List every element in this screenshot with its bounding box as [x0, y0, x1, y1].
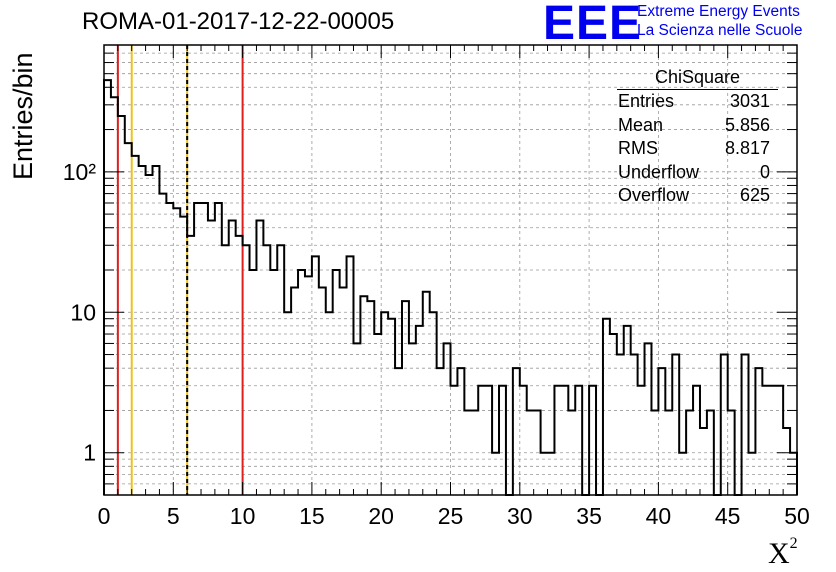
x-tick-label: 0 — [98, 503, 111, 529]
stats-label: Overflow — [618, 185, 690, 205]
stats-title: ChiSquare — [617, 66, 778, 90]
eee-logo: EEE — [543, 0, 643, 50]
x-tick-label: 30 — [507, 503, 533, 529]
stats-value: 0 — [759, 161, 770, 182]
stats-value: 625 — [739, 185, 770, 205]
axis-ticks: 0 5 10 15 20 25 30 35 40 45 50 1 10 10² — [63, 45, 810, 529]
logo-line-1: Extreme Energy Events — [637, 3, 800, 20]
stats-row-rms: RMS 8.817 — [611, 137, 778, 161]
x-tick-label: 20 — [368, 503, 394, 529]
stats-value: 5.856 — [724, 114, 770, 135]
logo-caption: Extreme Energy Events La Scienza nelle S… — [637, 2, 802, 40]
stats-value: 3031 — [729, 91, 770, 111]
chart-title: ROMA-01-2017-12-22-00005 — [82, 8, 395, 35]
x-tick-label: 45 — [715, 503, 741, 529]
y-tick-label: 10² — [63, 159, 97, 185]
stats-value: 8.817 — [724, 138, 770, 158]
reference-lines — [116, 45, 244, 495]
x-tick-label: 10 — [230, 503, 256, 529]
stats-row-mean: Mean 5.856 — [611, 114, 778, 138]
x-tick-label: 15 — [299, 503, 325, 529]
grid-lines — [104, 45, 797, 495]
y-tick-label: 10 — [70, 299, 96, 325]
x-tick-label: 5 — [167, 503, 180, 529]
x-tick-label: 40 — [646, 503, 672, 529]
x-tick-label: 35 — [576, 503, 602, 529]
stats-row-underflow: Underflow 0 — [611, 161, 778, 185]
stats-label: Mean — [618, 114, 664, 135]
histogram-line — [103, 79, 798, 496]
stats-box: ChiSquare Entries 3031 Mean 5.856 RMS 8.817… — [611, 66, 778, 208]
y-axis-label: Entries/bin — [8, 52, 38, 180]
histogram — [103, 79, 798, 496]
y-tick-label: 1 — [83, 440, 96, 466]
stats-label: RMS — [618, 138, 658, 158]
stats-row-overflow: Overflow 625 — [611, 184, 778, 208]
stats-row-entries: Entries 3031 — [611, 90, 778, 114]
logo-line-2: La Scienza nelle Scuole — [637, 22, 803, 39]
stats-label: Underflow — [618, 161, 700, 182]
stats-label: Entries — [618, 91, 675, 111]
x-axis-label: X2 — [768, 535, 798, 570]
x-tick-label: 50 — [784, 503, 810, 529]
x-tick-label: 25 — [438, 503, 464, 529]
